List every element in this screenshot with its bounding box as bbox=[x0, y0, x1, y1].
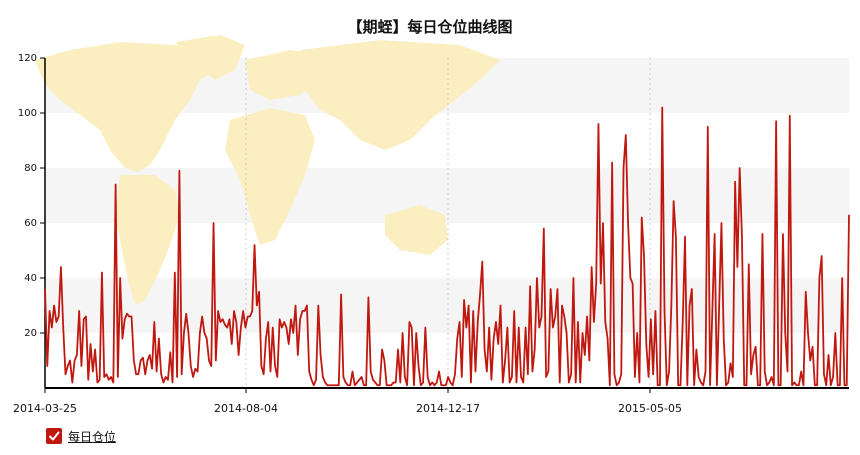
axes: 2014-03-25 2014-08-04 2014-12-17 2015-05-05… bbox=[13, 53, 849, 415]
y-tick-label: 20 bbox=[24, 328, 37, 339]
x-tick-label: 2015-05-05 bbox=[618, 402, 682, 415]
checkmark-icon[interactable] bbox=[46, 428, 62, 444]
y-tick-label: 80 bbox=[24, 163, 37, 174]
map-north-america bbox=[35, 42, 215, 172]
map-south-america bbox=[115, 175, 180, 305]
world-map-watermark bbox=[35, 35, 500, 305]
legend-label[interactable]: 每日仓位 bbox=[68, 429, 117, 444]
y-tick-label: 40 bbox=[24, 273, 37, 284]
series-line-每日仓位 bbox=[44, 106, 850, 387]
map-africa bbox=[225, 108, 315, 245]
y-tick-label: 120 bbox=[18, 53, 37, 64]
x-tick-label: 2014-03-25 bbox=[13, 402, 77, 415]
x-tick-label: 2014-12-17 bbox=[416, 402, 480, 415]
y-tick-label: 60 bbox=[24, 218, 37, 229]
legend-item[interactable]: 每日仓位 bbox=[46, 426, 116, 446]
series-layer bbox=[44, 106, 850, 387]
grid-band bbox=[45, 278, 849, 333]
chart-title: 【期蛭】每日仓位曲线图 bbox=[347, 18, 513, 36]
y-tick-label: 100 bbox=[18, 108, 37, 119]
map-asia bbox=[300, 40, 500, 150]
x-tick-label: 2014-08-04 bbox=[214, 402, 278, 415]
map-australia bbox=[385, 205, 448, 255]
map-greenland bbox=[175, 35, 245, 80]
